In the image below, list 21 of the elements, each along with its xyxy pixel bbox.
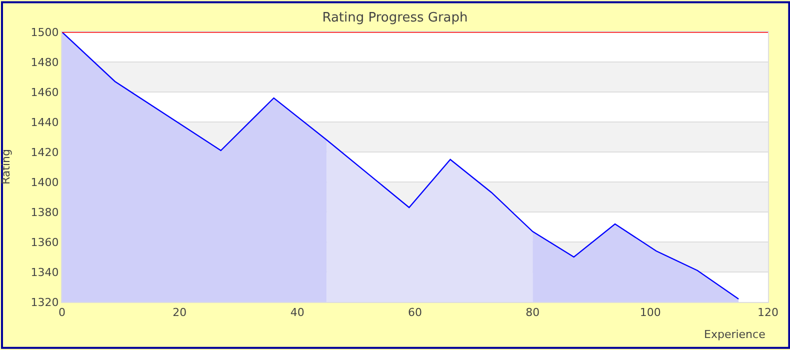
y-axis-title: Rating [0,149,12,184]
y-tick-label: 1420 [30,146,59,159]
x-tick-label: 40 [290,306,304,320]
y-tick-label: 1360 [30,236,59,249]
y-tick-label: 1380 [30,206,59,219]
x-tick-label: 0 [58,306,66,320]
x-tick-label: 60 [408,306,422,320]
chart-title: Rating Progress Graph [322,10,468,26]
y-tick-label: 1320 [30,296,59,309]
x-tick-label: 80 [526,306,540,320]
x-tick-label: 20 [172,306,187,320]
y-tick-label: 1440 [30,116,59,129]
y-tick-label: 1480 [30,56,59,69]
x-axis-title: Experience [704,328,766,341]
y-tick-label: 1340 [30,266,59,279]
y-tick-label: 1400 [30,176,59,189]
y-tick-label: 1500 [30,26,59,39]
y-tick-label: 1460 [30,86,59,99]
x-tick-label: 100 [640,306,661,320]
line-series [62,32,740,300]
x-tick-label: 120 [758,306,778,320]
